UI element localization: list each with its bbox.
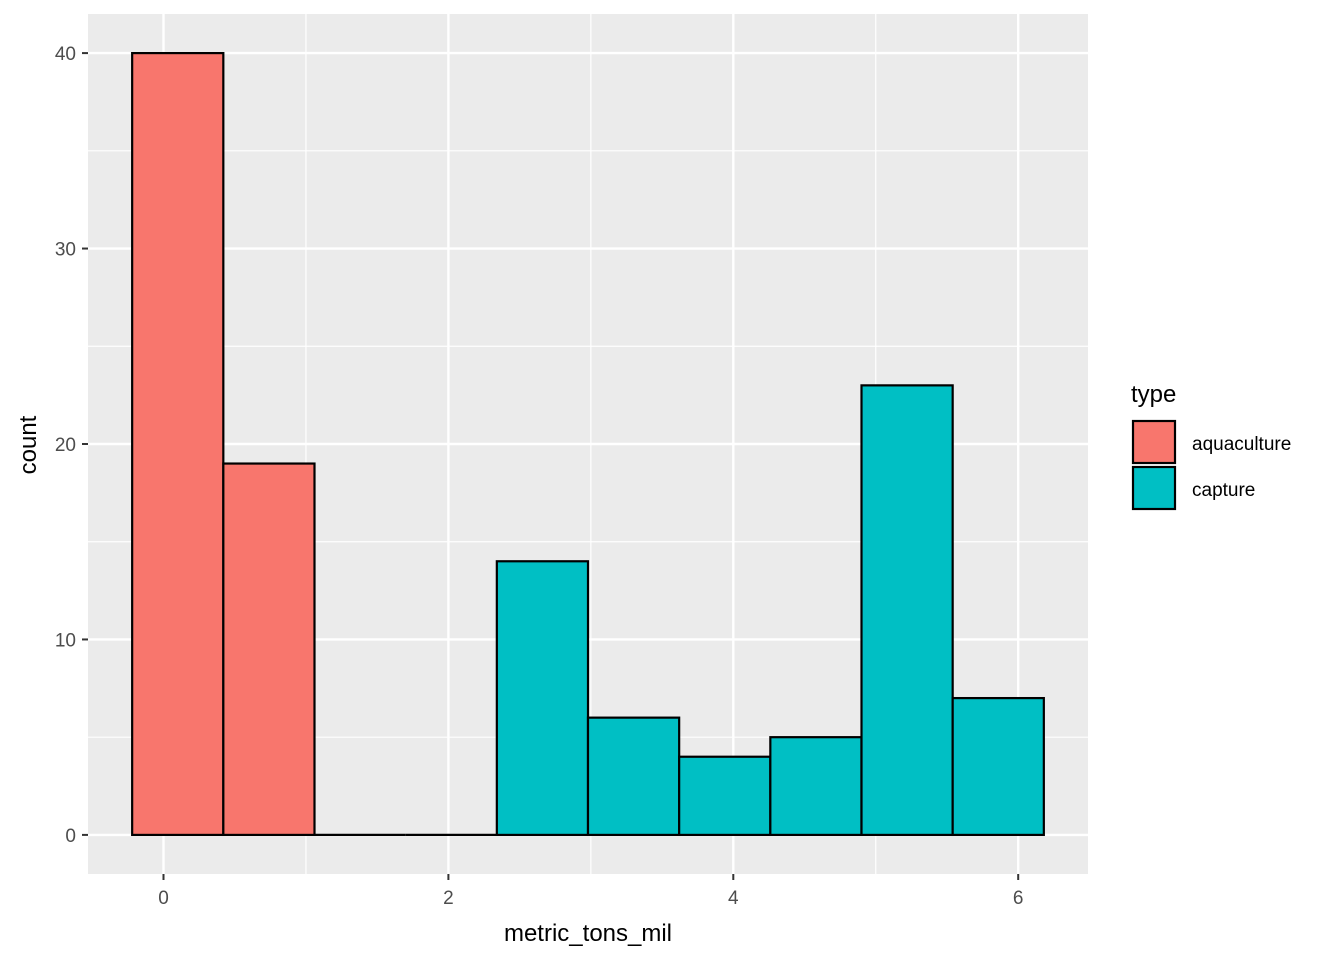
y-axis: 0 10 20 30 40 [55,44,88,847]
histogram-bar [678,755,772,837]
legend-swatch-capture [1131,465,1177,511]
histogram-bar [222,462,316,837]
y-tick-label: 10 [55,630,76,651]
y-tick-label: 0 [65,826,76,847]
histogram-bars [131,51,1045,837]
legend-label-capture: capture [1192,480,1255,501]
y-tick-label: 40 [55,44,76,65]
legend-swatch-aquaculture [1131,419,1177,465]
x-tick-label: 4 [728,888,739,909]
y-tick-label: 20 [55,435,76,456]
x-axis-title: metric_tons_mil [504,920,672,947]
x-tick-label: 0 [158,888,169,909]
x-tick-label: 2 [443,888,454,909]
histogram-bar [769,736,863,837]
legend-label-aquaculture: aquaculture [1192,434,1291,455]
histogram-bar [951,696,1045,837]
x-tick-label: 6 [1013,888,1024,909]
y-tick-label: 30 [55,240,76,261]
y-axis-title: count [15,415,42,474]
histogram-bar [586,716,681,837]
histogram-bar [131,51,225,837]
histogram-bar [495,560,590,837]
legend-title: type [1131,381,1176,408]
legend: type aquaculture capture [1131,381,1291,511]
x-axis: 0 2 4 6 [158,874,1023,909]
histogram-bar [860,384,954,837]
